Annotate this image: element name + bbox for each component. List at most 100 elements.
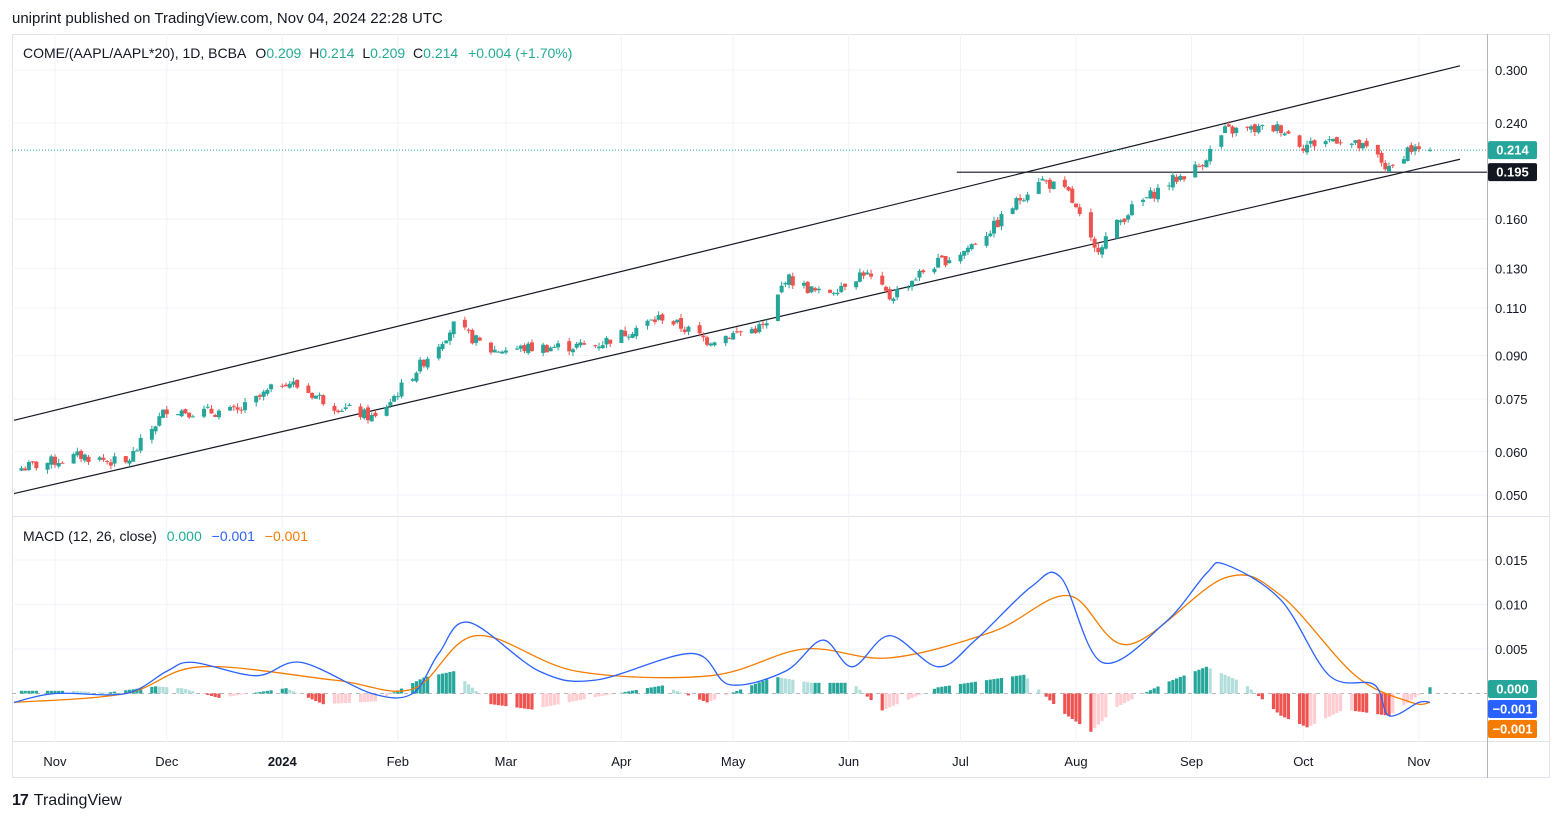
candle [992, 216, 997, 238]
macd-histogram-bar [962, 683, 966, 694]
candle-body [105, 461, 110, 463]
candle [1103, 232, 1108, 250]
candle [861, 270, 866, 280]
macd-histogram-bar [992, 679, 996, 694]
open-label: O [255, 45, 267, 61]
candle-body [1167, 185, 1172, 187]
macd-histogram-bar [489, 693, 493, 705]
macd-histogram-bar [269, 690, 273, 694]
high-value: 0.214 [319, 45, 355, 61]
candle [451, 321, 456, 338]
macd-histogram-bar [1253, 692, 1257, 694]
symbol-title[interactable]: COME/(AAPL/AAPL*20), 1D, BCBA [23, 45, 246, 61]
candle-body [869, 273, 874, 277]
candle-body [231, 406, 236, 408]
candle [865, 269, 870, 275]
candle [660, 313, 665, 325]
macd-histogram-bar [321, 693, 325, 705]
macd-histogram-bar [1361, 693, 1365, 713]
candle-body [1379, 152, 1384, 163]
macd-histogram-bar [291, 691, 296, 694]
tradingview-logo-icon[interactable]: 17 [12, 792, 29, 809]
candle [209, 405, 214, 414]
candle [466, 328, 471, 334]
candle [1256, 123, 1261, 135]
candle-body [339, 410, 344, 412]
candle [86, 455, 91, 465]
macd-histogram-bar [437, 674, 441, 694]
candle-body [854, 281, 859, 288]
last-price-tag-bg [1488, 141, 1537, 160]
candle [656, 311, 661, 321]
candle-body [787, 274, 792, 285]
macd-title[interactable]: MACD (12, 26, close) [23, 528, 157, 544]
candle [891, 297, 896, 304]
candle-body [488, 342, 493, 353]
macd-histogram-bar [284, 688, 288, 694]
candle-body [395, 396, 400, 398]
candle-body [943, 255, 948, 266]
macd-histogram-bar [1197, 669, 1201, 694]
macd-histogram [19, 666, 1432, 732]
macd-histogram-bar [258, 691, 262, 694]
low-label: L [362, 45, 371, 61]
candle [1413, 144, 1418, 156]
candle [1301, 144, 1306, 154]
macd-histogram-bar [999, 678, 1004, 694]
candle-body [209, 408, 214, 414]
candle [1409, 142, 1414, 155]
candle [529, 339, 534, 352]
candle [675, 319, 680, 324]
candle-body [1141, 199, 1146, 202]
candle-body [366, 407, 370, 421]
candle [436, 343, 441, 361]
macd-histogram-bar [657, 686, 661, 694]
candle [835, 288, 840, 296]
macd-histogram-bar [45, 690, 50, 694]
candle [995, 216, 1000, 228]
candle-body [79, 450, 84, 459]
candle-body [1360, 143, 1365, 149]
macd-histogram-bar [571, 693, 575, 702]
macd-histogram-bar [1052, 693, 1056, 705]
candle [1278, 124, 1283, 137]
candle [1234, 126, 1239, 137]
macd-histogram-bar [1078, 693, 1082, 725]
macd-histogram-bar [675, 691, 679, 694]
macd-histogram-bar [228, 693, 232, 697]
candle [306, 383, 311, 394]
candle [682, 326, 687, 335]
macd-histogram-bar [791, 679, 795, 694]
macd-histogram-bar [1175, 678, 1179, 694]
candle [582, 340, 587, 346]
macd-hist-value: 0.000 [166, 528, 202, 544]
candle-body [392, 396, 397, 402]
macd-histogram-bar [366, 693, 370, 702]
candle [913, 277, 918, 281]
macd-histogram-bar [113, 691, 117, 694]
author-name[interactable]: uniprint [12, 10, 62, 27]
macd-histogram-bar [917, 693, 922, 695]
candle-body [310, 393, 315, 398]
macd-histogram-bar [213, 693, 217, 697]
candle [1349, 142, 1354, 149]
candle-body [213, 414, 218, 417]
candle-body [932, 268, 937, 273]
macd-histogram-bar [314, 693, 318, 701]
candle-body [101, 457, 106, 460]
candle [712, 341, 717, 347]
macd-histogram-bar [127, 689, 132, 694]
macd-histogram-bar [154, 686, 158, 694]
candle-body [1387, 165, 1392, 172]
candle-body [1331, 138, 1336, 142]
candle-body [921, 270, 926, 273]
candle-body [295, 379, 300, 388]
macd-histogram-bar [206, 693, 210, 696]
macd-histogram-bar [262, 691, 266, 694]
candle [619, 329, 624, 344]
candle-body [261, 391, 266, 397]
candle [414, 371, 419, 383]
tradingview-brand[interactable]: TradingView [33, 792, 122, 809]
candle-body [269, 384, 274, 390]
